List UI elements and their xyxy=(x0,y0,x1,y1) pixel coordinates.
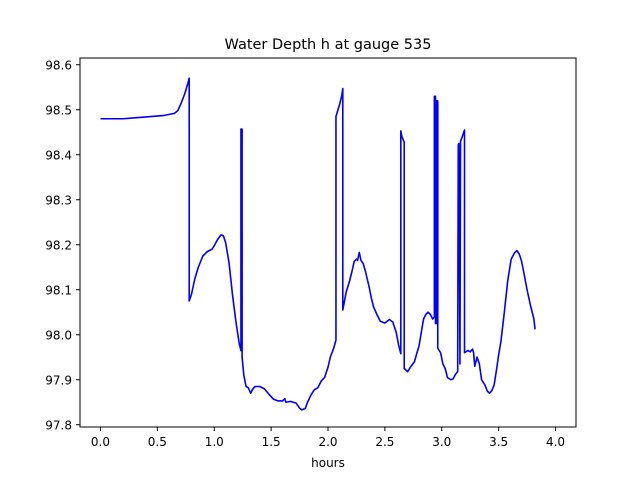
x-tick-label: 4.0 xyxy=(546,435,565,449)
x-tick-label: 0.0 xyxy=(91,435,110,449)
x-axis-label: hours xyxy=(311,456,345,470)
x-tick-label: 2.5 xyxy=(375,435,394,449)
y-tick-label: 97.8 xyxy=(45,418,72,432)
x-tick-label: 2.0 xyxy=(318,435,337,449)
y-tick-label: 98.6 xyxy=(45,58,72,72)
y-axis: 97.8 97.9 98.0 98.1 98.2 98.3 98.4 98.5 98.6 xyxy=(45,58,80,432)
x-axis: 0.0 0.5 1.0 1.5 2.0 2.5 3.0 3.5 4.0 xyxy=(91,427,565,449)
plot-area xyxy=(100,77,536,411)
y-tick-label: 98.4 xyxy=(45,148,72,162)
y-tick-label: 98.2 xyxy=(45,238,72,252)
x-tick-label: 1.0 xyxy=(205,435,224,449)
y-tick-label: 98.0 xyxy=(45,328,72,342)
x-tick-label: 1.5 xyxy=(262,435,281,449)
x-tick-label: 3.5 xyxy=(489,435,508,449)
y-tick-label: 98.1 xyxy=(45,283,72,297)
y-tick-label: 97.9 xyxy=(45,373,72,387)
x-tick-label: 0.5 xyxy=(148,435,167,449)
series-line-0 xyxy=(100,77,536,411)
x-tick-label: 3.0 xyxy=(432,435,451,449)
y-tick-label: 98.3 xyxy=(45,193,72,207)
chart-title: Water Depth h at gauge 535 xyxy=(225,37,432,53)
y-tick-label: 98.5 xyxy=(45,103,72,117)
